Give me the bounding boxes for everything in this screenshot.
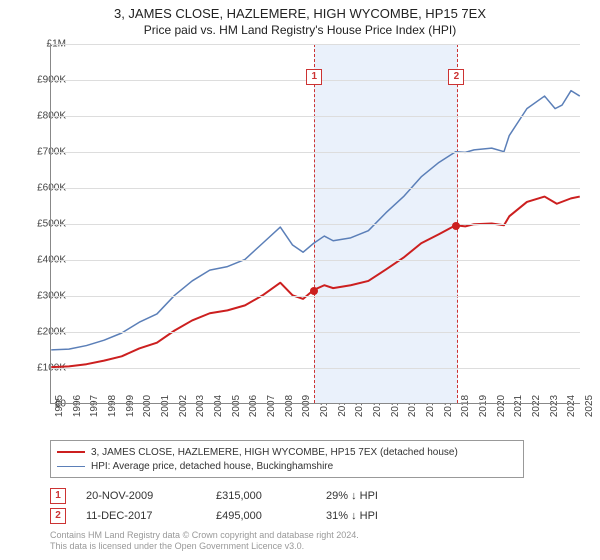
sale-date: 11-DEC-2017 [86,510,196,522]
legend-swatch [57,451,85,453]
sale-point-dot [310,287,318,295]
title-line-1: 3, JAMES CLOSE, HAZLEMERE, HIGH WYCOMBE,… [0,6,600,21]
legend-row: 3, JAMES CLOSE, HAZLEMERE, HIGH WYCOMBE,… [57,445,517,459]
title-line-2: Price paid vs. HM Land Registry's House … [0,23,600,37]
series-hpi [51,91,580,350]
sale-delta: 31% ↓ HPI [326,510,426,522]
legend: 3, JAMES CLOSE, HAZLEMERE, HIGH WYCOMBE,… [50,440,524,478]
sale-rows: 1 20-NOV-2009 £315,000 29% ↓ HPI 2 11-DE… [50,486,426,526]
chart-container: 3, JAMES CLOSE, HAZLEMERE, HIGH WYCOMBE,… [0,0,600,560]
sale-row: 2 11-DEC-2017 £495,000 31% ↓ HPI [50,506,426,526]
attribution-line-1: Contains HM Land Registry data © Crown c… [50,530,550,541]
sale-delta: 29% ↓ HPI [326,490,426,502]
chart-marker-1: 1 [306,69,322,85]
sale-price: £495,000 [216,510,306,522]
sale-date: 20-NOV-2009 [86,490,196,502]
sale-marker-2: 2 [50,508,66,524]
sale-price: £315,000 [216,490,306,502]
legend-label: HPI: Average price, detached house, Buck… [91,461,333,472]
legend-swatch [57,466,85,467]
chart-marker-2: 2 [448,69,464,85]
x-tick-label: 2025 [584,395,595,417]
attribution: Contains HM Land Registry data © Crown c… [50,530,550,553]
legend-row: HPI: Average price, detached house, Buck… [57,459,517,473]
sale-point-dot [452,222,460,230]
sale-marker-1: 1 [50,488,66,504]
attribution-line-2: This data is licensed under the Open Gov… [50,541,550,552]
series-price_paid [51,197,580,368]
title-block: 3, JAMES CLOSE, HAZLEMERE, HIGH WYCOMBE,… [0,0,600,37]
chart-plot-area: 12 [50,44,580,404]
legend-label: 3, JAMES CLOSE, HAZLEMERE, HIGH WYCOMBE,… [91,447,458,458]
sale-row: 1 20-NOV-2009 £315,000 29% ↓ HPI [50,486,426,506]
